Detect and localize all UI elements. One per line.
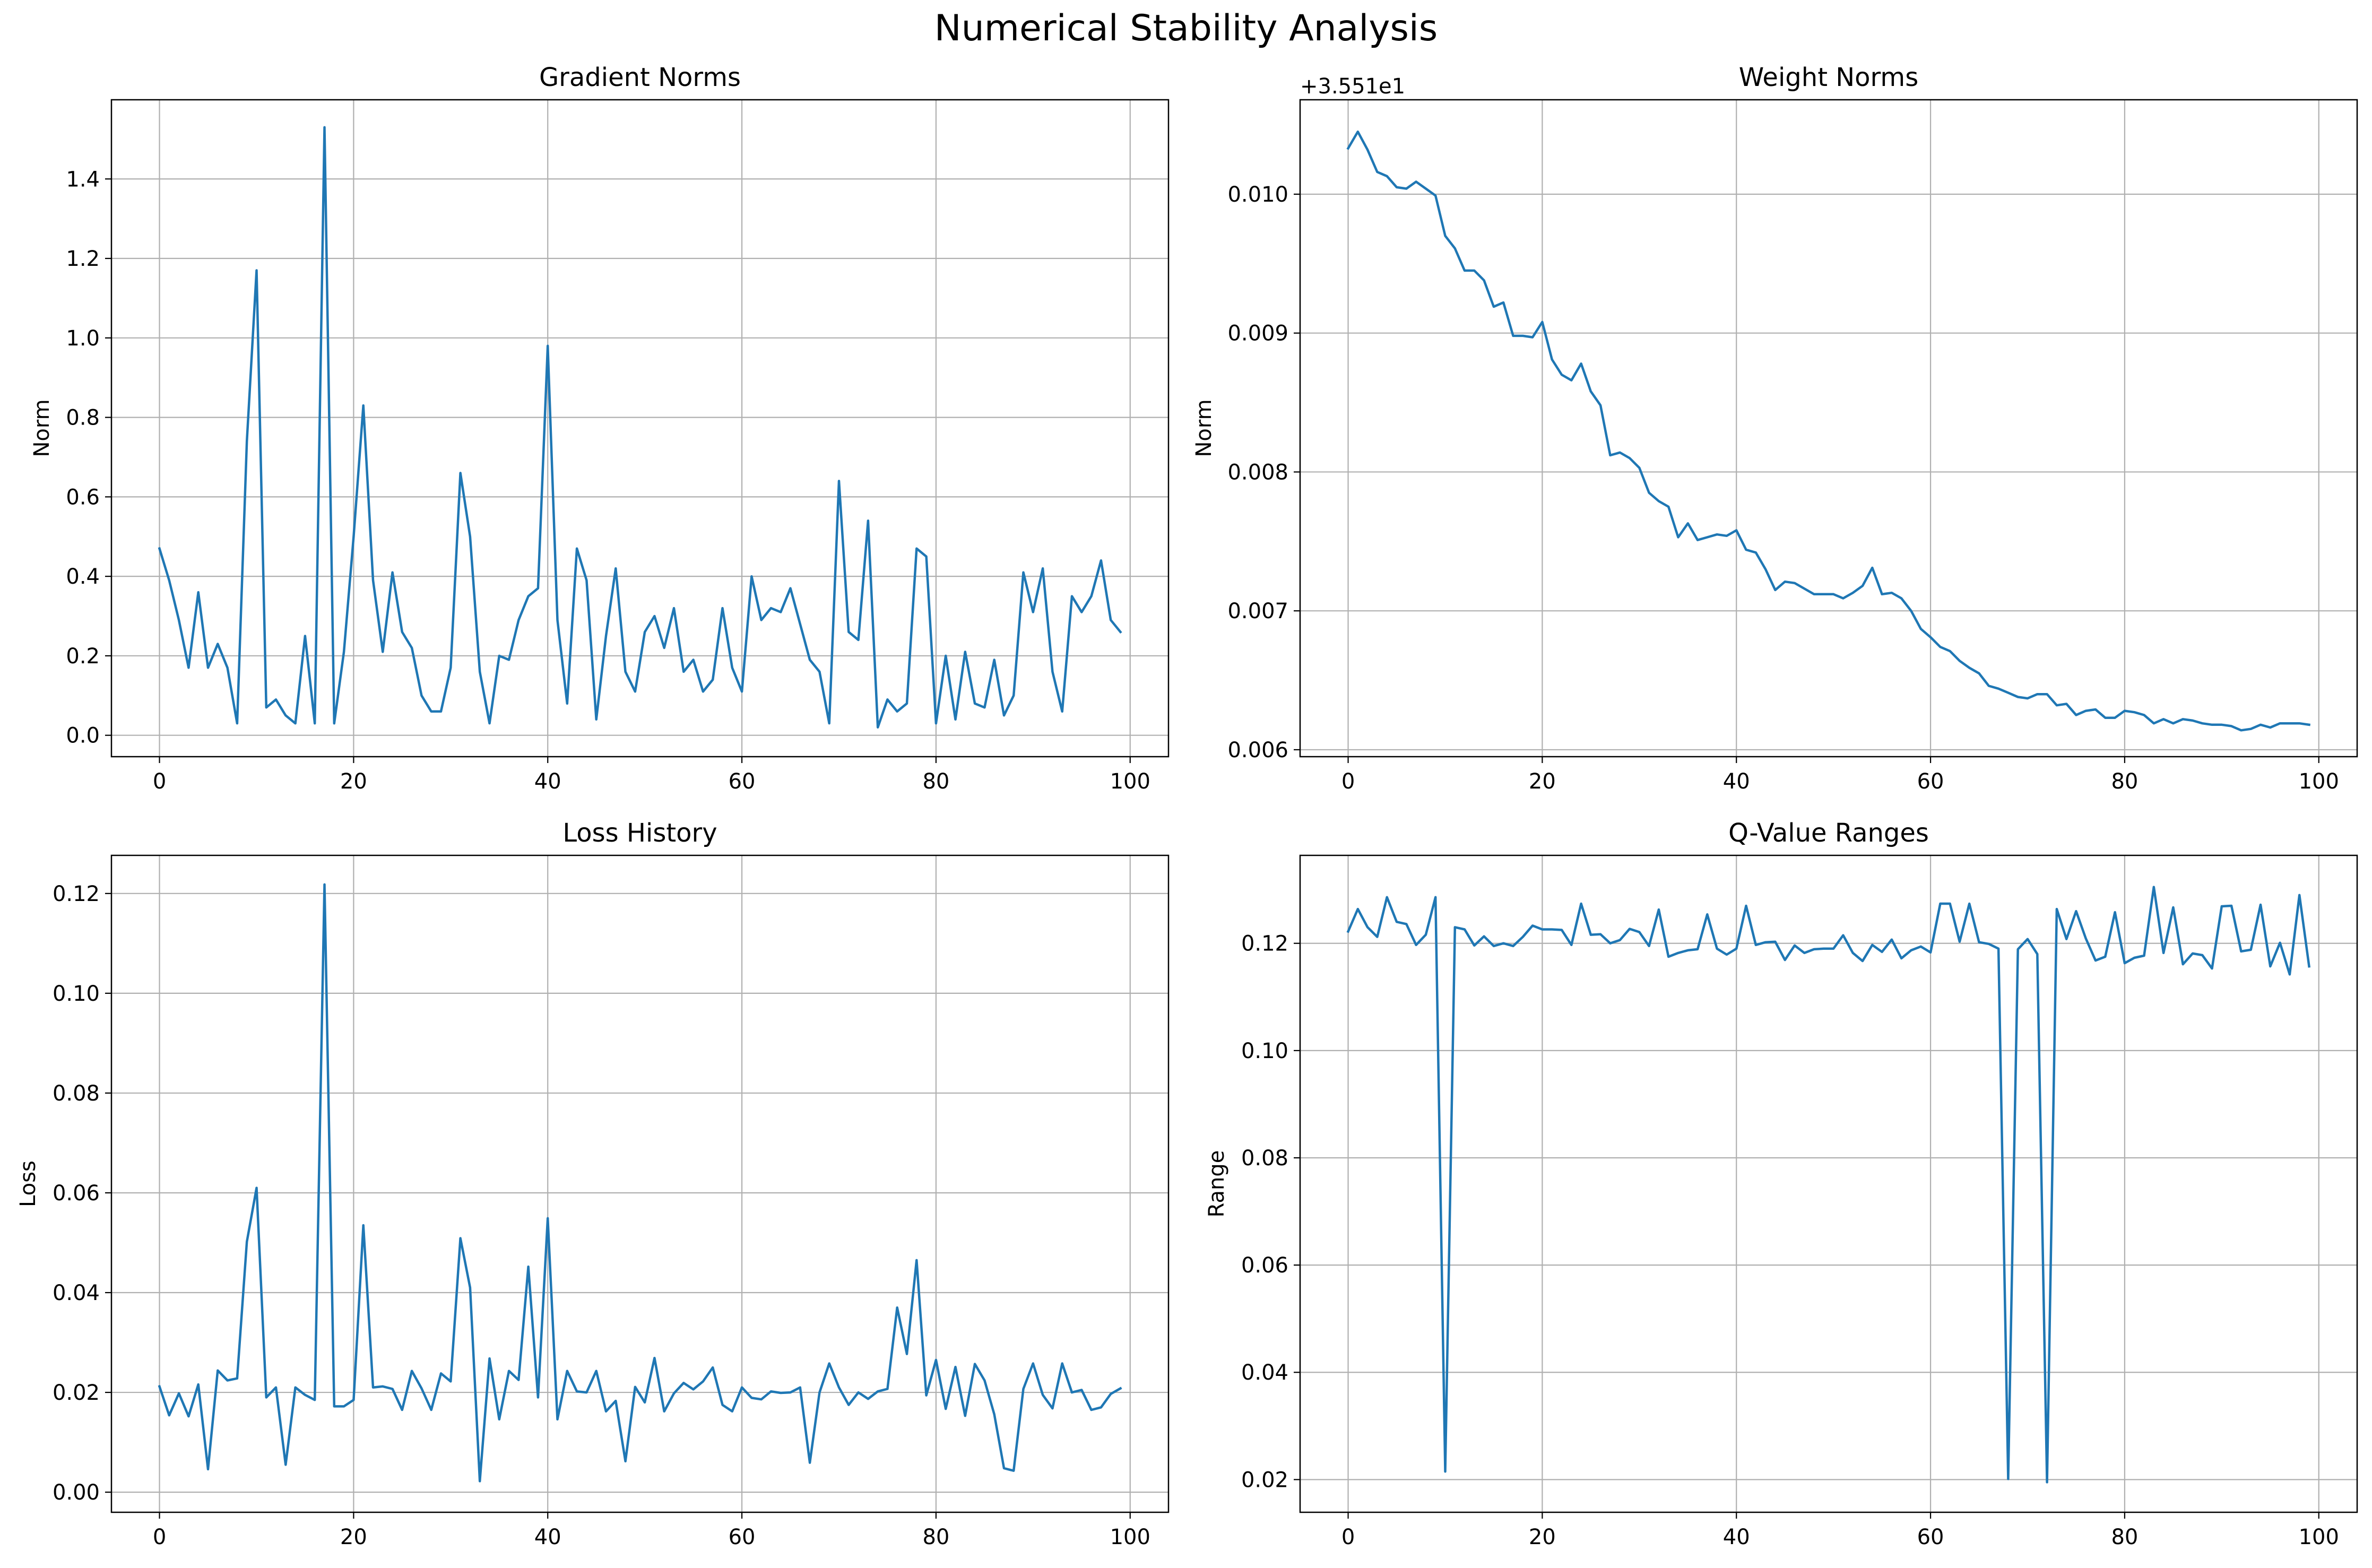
x-tick-label: 0 — [153, 769, 166, 794]
x-tick-label: 40 — [534, 1525, 561, 1549]
y-tick-label: 0.06 — [53, 1181, 100, 1206]
x-tick-label: 20 — [1529, 769, 1556, 794]
y-tick-label: 0.006 — [1227, 738, 1288, 763]
y-tick-label: 0.2 — [66, 644, 100, 669]
series-line — [158, 126, 1122, 729]
plot-title: Weight Norms — [1739, 63, 1918, 92]
y-tick-label: 0.0 — [66, 724, 100, 748]
plot-title: Gradient Norms — [539, 63, 741, 92]
y-tick-label: 0.6 — [66, 485, 100, 509]
y-tick-label: 0.008 — [1227, 460, 1288, 484]
x-tick-label: 40 — [534, 769, 561, 794]
x-tick-label: 80 — [2111, 769, 2138, 794]
plot-frame — [1299, 854, 2358, 1513]
y-tick-label: 0.04 — [53, 1281, 100, 1305]
x-tick-label: 60 — [729, 769, 756, 794]
x-tick-label: 20 — [340, 1525, 367, 1549]
x-tick-label: 40 — [1723, 1525, 1750, 1549]
y-axis-label: Norm — [30, 399, 54, 457]
y-tick-label: 0.02 — [1241, 1468, 1288, 1492]
y-tick-label: 0.12 — [1241, 932, 1288, 956]
y-tick-label: 0.010 — [1227, 183, 1288, 207]
x-tick-label: 60 — [729, 1525, 756, 1549]
y-axis-label: Range — [1205, 1150, 1229, 1218]
y-tick-label: 0.08 — [1241, 1146, 1288, 1171]
series-line — [158, 883, 1122, 1483]
y-tick-label: 0.009 — [1227, 322, 1288, 346]
x-tick-label: 100 — [1110, 1525, 1150, 1549]
y-tick-label: 0.007 — [1227, 599, 1288, 623]
plot-title: Q-Value Ranges — [1728, 818, 1929, 848]
x-tick-label: 20 — [340, 769, 367, 794]
y-axis-label: Norm — [1192, 399, 1216, 457]
plot-title: Loss History — [562, 818, 717, 848]
subplot-loss-history: Loss History 0 20 40 60 80 100 0.00 0.02 0.04 0.0… — [16, 818, 1170, 1549]
y-offset-text: +3.551e1 — [1300, 74, 1405, 99]
subplot-q-value-ranges: Q-Value Ranges 0 20 40 60 80 100 0.02 0.04 0.06 0… — [1205, 818, 2358, 1549]
x-tick-label: 0 — [1341, 769, 1355, 794]
plot-frame — [110, 854, 1170, 1513]
x-tick-label: 100 — [1110, 769, 1150, 794]
y-tick-label: 1.4 — [66, 167, 100, 192]
x-tick-label: 100 — [2299, 1525, 2339, 1549]
y-tick-label: 0.10 — [1241, 1039, 1288, 1063]
y-tick-label: 0.06 — [1241, 1253, 1288, 1278]
plot-frame — [110, 99, 1170, 758]
x-tick-label: 100 — [2299, 769, 2339, 794]
x-tick-label: 80 — [922, 1525, 949, 1549]
subplot-weight-norms: Weight Norms +3.551e1 0 20 40 60 80 100 0.006 0… — [1192, 63, 2358, 794]
x-tick-label: 0 — [1341, 1525, 1355, 1549]
figure-title: Numerical Stability Analysis — [934, 7, 1438, 49]
x-tick-label: 80 — [2111, 1525, 2138, 1549]
y-tick-label: 0.04 — [1241, 1361, 1288, 1385]
y-tick-label: 0.4 — [66, 565, 100, 589]
y-tick-label: 0.10 — [53, 982, 100, 1006]
x-tick-label: 60 — [1917, 769, 1944, 794]
y-tick-label: 1.2 — [66, 247, 100, 271]
subplot-gradient-norms: Gradient Norms 0 20 40 60 80 100 0.0 0.2 0.4 0.6 0… — [30, 63, 1170, 794]
y-tick-label: 0.8 — [66, 406, 100, 430]
x-tick-label: 40 — [1723, 769, 1750, 794]
x-tick-label: 0 — [153, 1525, 166, 1549]
plot-frame — [1299, 99, 2358, 758]
series-line — [1346, 130, 2311, 732]
y-tick-label: 0.02 — [53, 1381, 100, 1405]
x-tick-label: 60 — [1917, 1525, 1944, 1549]
y-tick-label: 0.08 — [53, 1081, 100, 1106]
y-tick-label: 1.0 — [66, 326, 100, 351]
x-tick-label: 80 — [922, 769, 949, 794]
x-tick-label: 20 — [1529, 1525, 1556, 1549]
y-tick-label: 0.12 — [53, 882, 100, 906]
y-axis-label: Loss — [16, 1160, 40, 1207]
series-line — [1346, 886, 2311, 1484]
y-tick-label: 0.00 — [53, 1480, 100, 1505]
